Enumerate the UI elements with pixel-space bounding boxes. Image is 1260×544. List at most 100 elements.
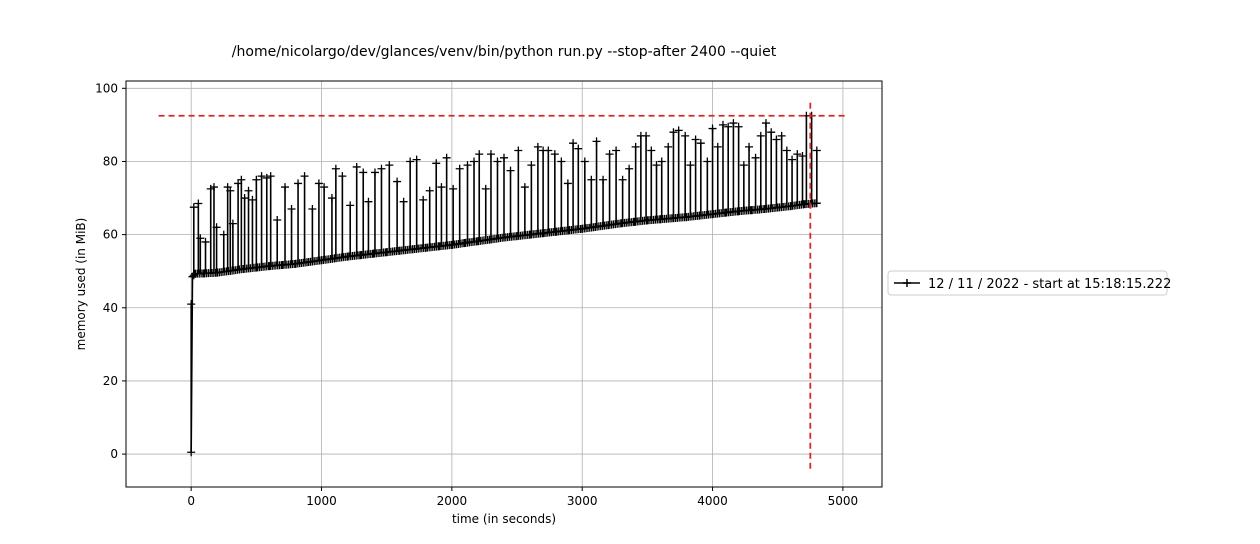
series-point [369, 249, 378, 258]
series-peak-marker [647, 146, 656, 155]
series-point [617, 219, 626, 228]
series-peak-marker [201, 237, 210, 246]
series-point [604, 221, 613, 230]
series-point [643, 216, 652, 225]
series-peak-marker [798, 151, 807, 160]
series-peak-marker [520, 183, 529, 192]
x-tick-label: 2000 [437, 494, 468, 508]
series-peak-marker [412, 155, 421, 164]
series-peak-marker [252, 175, 261, 184]
series-point [408, 245, 417, 254]
x-axis-ticks: 0 1000 2000 3000 4000 5000 [187, 487, 858, 508]
series-peak-marker [514, 146, 523, 155]
series-point [265, 262, 274, 271]
series-peak-marker [574, 144, 583, 153]
reference-lines [158, 99, 849, 469]
series-point [747, 206, 756, 215]
series-peak-marker [377, 164, 386, 173]
series-point [291, 259, 300, 268]
series-point [252, 263, 261, 272]
series-peak-marker [580, 157, 589, 166]
series-peak-marker [592, 137, 601, 146]
series-peak-marker [691, 135, 700, 144]
series-peak-marker [761, 119, 770, 128]
y-tick-label: 100 [95, 81, 118, 95]
series-peak-marker [212, 223, 221, 232]
series-point [708, 210, 717, 219]
series-peak-marker [257, 172, 266, 181]
series-peak-marker [557, 157, 566, 166]
series-peak-marker [739, 161, 748, 170]
series-peak-marker [219, 230, 228, 239]
series-layer [187, 111, 821, 457]
y-tick-label: 60 [103, 228, 118, 242]
y-tick-label: 40 [103, 301, 118, 315]
series-peak-marker [352, 162, 361, 171]
series-peak-marker [370, 168, 379, 177]
series-peak-marker [729, 119, 738, 128]
series-point [343, 252, 352, 261]
series-point [591, 222, 600, 231]
series-peak-marker [599, 175, 608, 184]
series-point [578, 224, 587, 233]
series-peak-marker [533, 142, 542, 151]
series-peak-marker [248, 195, 257, 204]
plot-frame [125, 80, 883, 488]
series-peak-marker [399, 197, 408, 206]
series-point [513, 232, 522, 241]
series-point [460, 239, 469, 248]
series-point [421, 243, 430, 252]
x-tick-label: 1000 [306, 494, 337, 508]
series-peak-marker [500, 153, 508, 162]
series-peak-marker [287, 205, 296, 214]
series-peak-marker [696, 139, 705, 148]
series-point [330, 254, 339, 263]
series-point [786, 202, 795, 211]
series-point [356, 251, 365, 260]
series-point [630, 217, 639, 226]
series-peak-marker [563, 179, 572, 188]
x-tick-label: 0 [187, 494, 195, 508]
series-peak-marker [327, 194, 336, 203]
series-peak-marker [359, 168, 368, 177]
series-peak-marker [631, 142, 640, 151]
y-axis-ticks: 0 20 40 60 80 100 [95, 81, 126, 461]
series-peak-marker [449, 184, 458, 193]
x-tick-label: 4000 [697, 494, 728, 508]
series-point [278, 260, 287, 269]
series-point [552, 227, 561, 236]
series-peak-marker [266, 172, 275, 181]
series-point [500, 233, 508, 242]
series-peak-marker [713, 142, 722, 151]
series-peak-marker [544, 146, 553, 155]
series-peak-marker [493, 157, 502, 166]
series-point [721, 208, 730, 217]
series-point [395, 246, 404, 255]
series-peak-marker [745, 142, 754, 151]
series-point [187, 448, 196, 457]
series-peak-marker [767, 128, 776, 137]
series-peak-marker [669, 128, 678, 137]
series-peak-marker [470, 157, 479, 166]
series-peak-marker [228, 219, 237, 228]
legend-label: 12 / 11 / 2022 - start at 15:18:15.222 [928, 277, 1171, 292]
series-point [304, 258, 313, 267]
series-peak-marker [674, 126, 683, 135]
series-peak-marker [406, 157, 415, 166]
series-peak-marker [209, 183, 218, 192]
series-peak-marker [618, 175, 627, 184]
series-marker [189, 271, 198, 280]
series-point [213, 268, 222, 277]
series-peak-marker [605, 150, 614, 159]
series-peak-marker [393, 177, 402, 186]
series-peak-marker [793, 150, 802, 159]
series-peak-marker [506, 166, 515, 175]
series-peak-marker [338, 172, 347, 181]
series-peak-marker [612, 146, 621, 155]
series-point [486, 235, 495, 244]
chart-title: /home/nicolargo/dev/glances/venv/bin/pyt… [232, 44, 777, 60]
series-peak-marker [281, 183, 290, 192]
series-point [382, 248, 391, 257]
